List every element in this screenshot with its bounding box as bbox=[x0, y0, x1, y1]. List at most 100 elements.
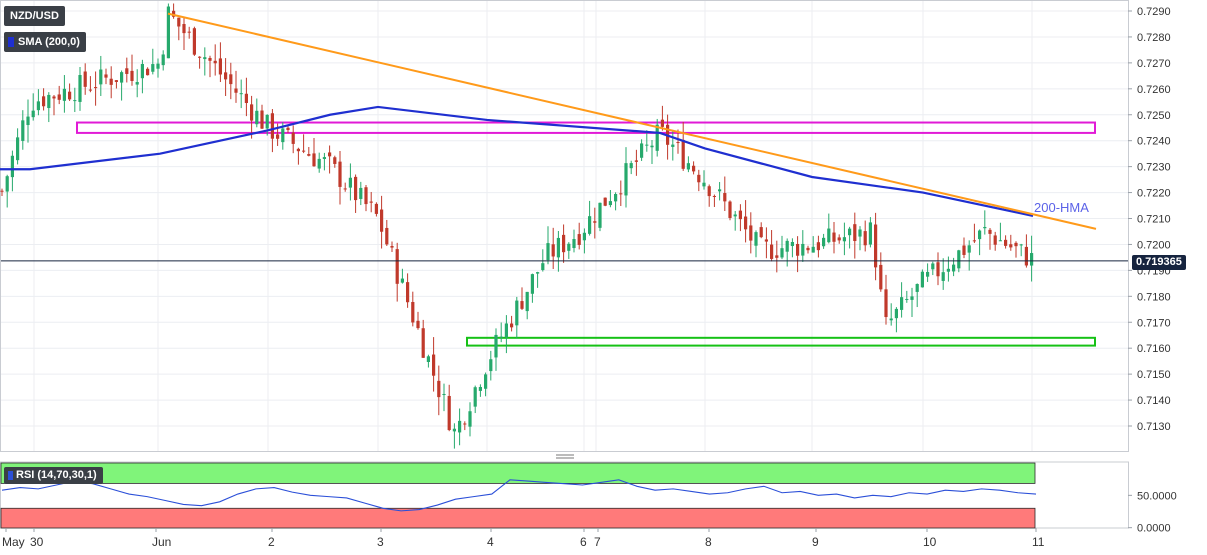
candle-body bbox=[57, 94, 61, 100]
candle-body bbox=[967, 245, 971, 253]
candle-body bbox=[270, 113, 274, 139]
candle-body bbox=[406, 282, 410, 303]
time-tick-label: 3 bbox=[377, 535, 384, 549]
candle-body bbox=[187, 31, 191, 33]
candle-body bbox=[1004, 239, 1008, 246]
candle-body bbox=[562, 234, 566, 253]
candle-body bbox=[182, 24, 186, 34]
candle-body bbox=[224, 72, 228, 80]
candle-body bbox=[281, 128, 285, 143]
price-tick-label: 0.7280 bbox=[1137, 32, 1171, 44]
candle-body bbox=[468, 411, 472, 427]
candle-body bbox=[296, 148, 300, 152]
candle-body bbox=[109, 78, 113, 85]
candle-body bbox=[400, 278, 404, 283]
price-tick-label: 0.7210 bbox=[1137, 214, 1171, 226]
candle-body bbox=[203, 57, 207, 60]
candle-body bbox=[140, 63, 144, 79]
time-tick-label: 8 bbox=[705, 535, 712, 549]
candle-body bbox=[775, 255, 779, 258]
candle-body bbox=[484, 374, 488, 389]
candle-body bbox=[426, 356, 430, 362]
current-price-tag: 0.719365 bbox=[1132, 255, 1186, 270]
time-tick-label: Jun bbox=[152, 535, 171, 549]
resistance-zone-box bbox=[76, 121, 1096, 134]
candle-body bbox=[900, 297, 904, 310]
price-tick-label: 0.7130 bbox=[1137, 421, 1171, 433]
candle-body bbox=[16, 137, 20, 161]
candle-body bbox=[364, 187, 368, 205]
candle-body bbox=[837, 237, 841, 241]
candle-body bbox=[380, 209, 384, 232]
candle-body bbox=[1024, 246, 1028, 266]
candle-body bbox=[192, 28, 196, 55]
main-grid bbox=[0, 0, 1129, 452]
time-tick-label: 11 bbox=[1032, 535, 1045, 549]
candle-body bbox=[172, 10, 176, 17]
time-tick-label: 10 bbox=[923, 535, 937, 549]
candle-body bbox=[489, 359, 493, 372]
candle-body bbox=[863, 231, 867, 246]
rsi-overbought-zone bbox=[0, 462, 1036, 484]
price-tick-label: 0.7290 bbox=[1137, 6, 1171, 18]
candle-body bbox=[166, 6, 170, 59]
rsi-label: RSI (14,70,30,1) bbox=[16, 469, 97, 481]
candle-body bbox=[208, 57, 212, 61]
candle-body bbox=[634, 160, 638, 162]
candle-body bbox=[36, 101, 40, 111]
candle-body bbox=[697, 174, 701, 183]
candle-body bbox=[801, 243, 805, 256]
candle-body bbox=[822, 237, 826, 247]
candle-body bbox=[390, 246, 394, 248]
candle-body bbox=[291, 132, 295, 144]
candle-body bbox=[770, 244, 774, 259]
candle-body bbox=[681, 139, 685, 169]
candle-body bbox=[806, 247, 810, 251]
candle-body bbox=[302, 150, 306, 152]
sma-indicator-badge[interactable]: SMA (200,0) bbox=[4, 32, 86, 52]
candle-body bbox=[874, 224, 878, 268]
candle-body bbox=[541, 263, 545, 271]
overlays bbox=[0, 12, 1128, 459]
candle-body bbox=[52, 96, 56, 99]
candle-body bbox=[218, 58, 222, 75]
candle-body bbox=[374, 203, 378, 214]
hma-annotation: 200-HMA bbox=[1034, 200, 1089, 215]
candle-body bbox=[94, 87, 98, 89]
rsi-indicator-badge[interactable]: RSI (14,70,30,1) bbox=[4, 467, 103, 484]
candle-body bbox=[504, 323, 508, 338]
candle-body bbox=[83, 71, 87, 87]
candle-body bbox=[983, 226, 987, 229]
candle-body bbox=[42, 96, 46, 107]
candle-body bbox=[827, 228, 831, 243]
candle-body bbox=[889, 318, 893, 321]
candle-body bbox=[307, 154, 311, 156]
candle-body bbox=[660, 119, 664, 127]
candle-body bbox=[120, 72, 124, 83]
candle-body bbox=[177, 17, 181, 27]
candle-body bbox=[276, 134, 280, 139]
candle-body bbox=[920, 271, 924, 288]
falling-trendline bbox=[167, 12, 1097, 230]
candle-body bbox=[905, 298, 909, 300]
indicator-color-swatch bbox=[8, 37, 14, 47]
candle-body bbox=[884, 289, 888, 318]
candle-body bbox=[707, 186, 711, 197]
candle-body bbox=[894, 308, 898, 319]
candle-body bbox=[816, 242, 820, 251]
candle-body bbox=[702, 182, 706, 187]
time-tick-label: 4 bbox=[487, 535, 494, 549]
candle-body bbox=[530, 274, 534, 294]
time-tick-label: 30 bbox=[30, 535, 44, 549]
candle-body bbox=[842, 237, 846, 242]
candle-body bbox=[629, 163, 633, 169]
candle-body bbox=[0, 190, 4, 192]
candle-body bbox=[728, 201, 732, 218]
candle-body bbox=[421, 328, 425, 358]
candle-body bbox=[510, 323, 514, 328]
symbol-badge[interactable]: NZD/USD bbox=[4, 6, 65, 26]
candle-body bbox=[354, 176, 358, 201]
candle-body bbox=[614, 194, 618, 202]
candle-body bbox=[744, 216, 748, 230]
candle-body bbox=[790, 242, 794, 247]
